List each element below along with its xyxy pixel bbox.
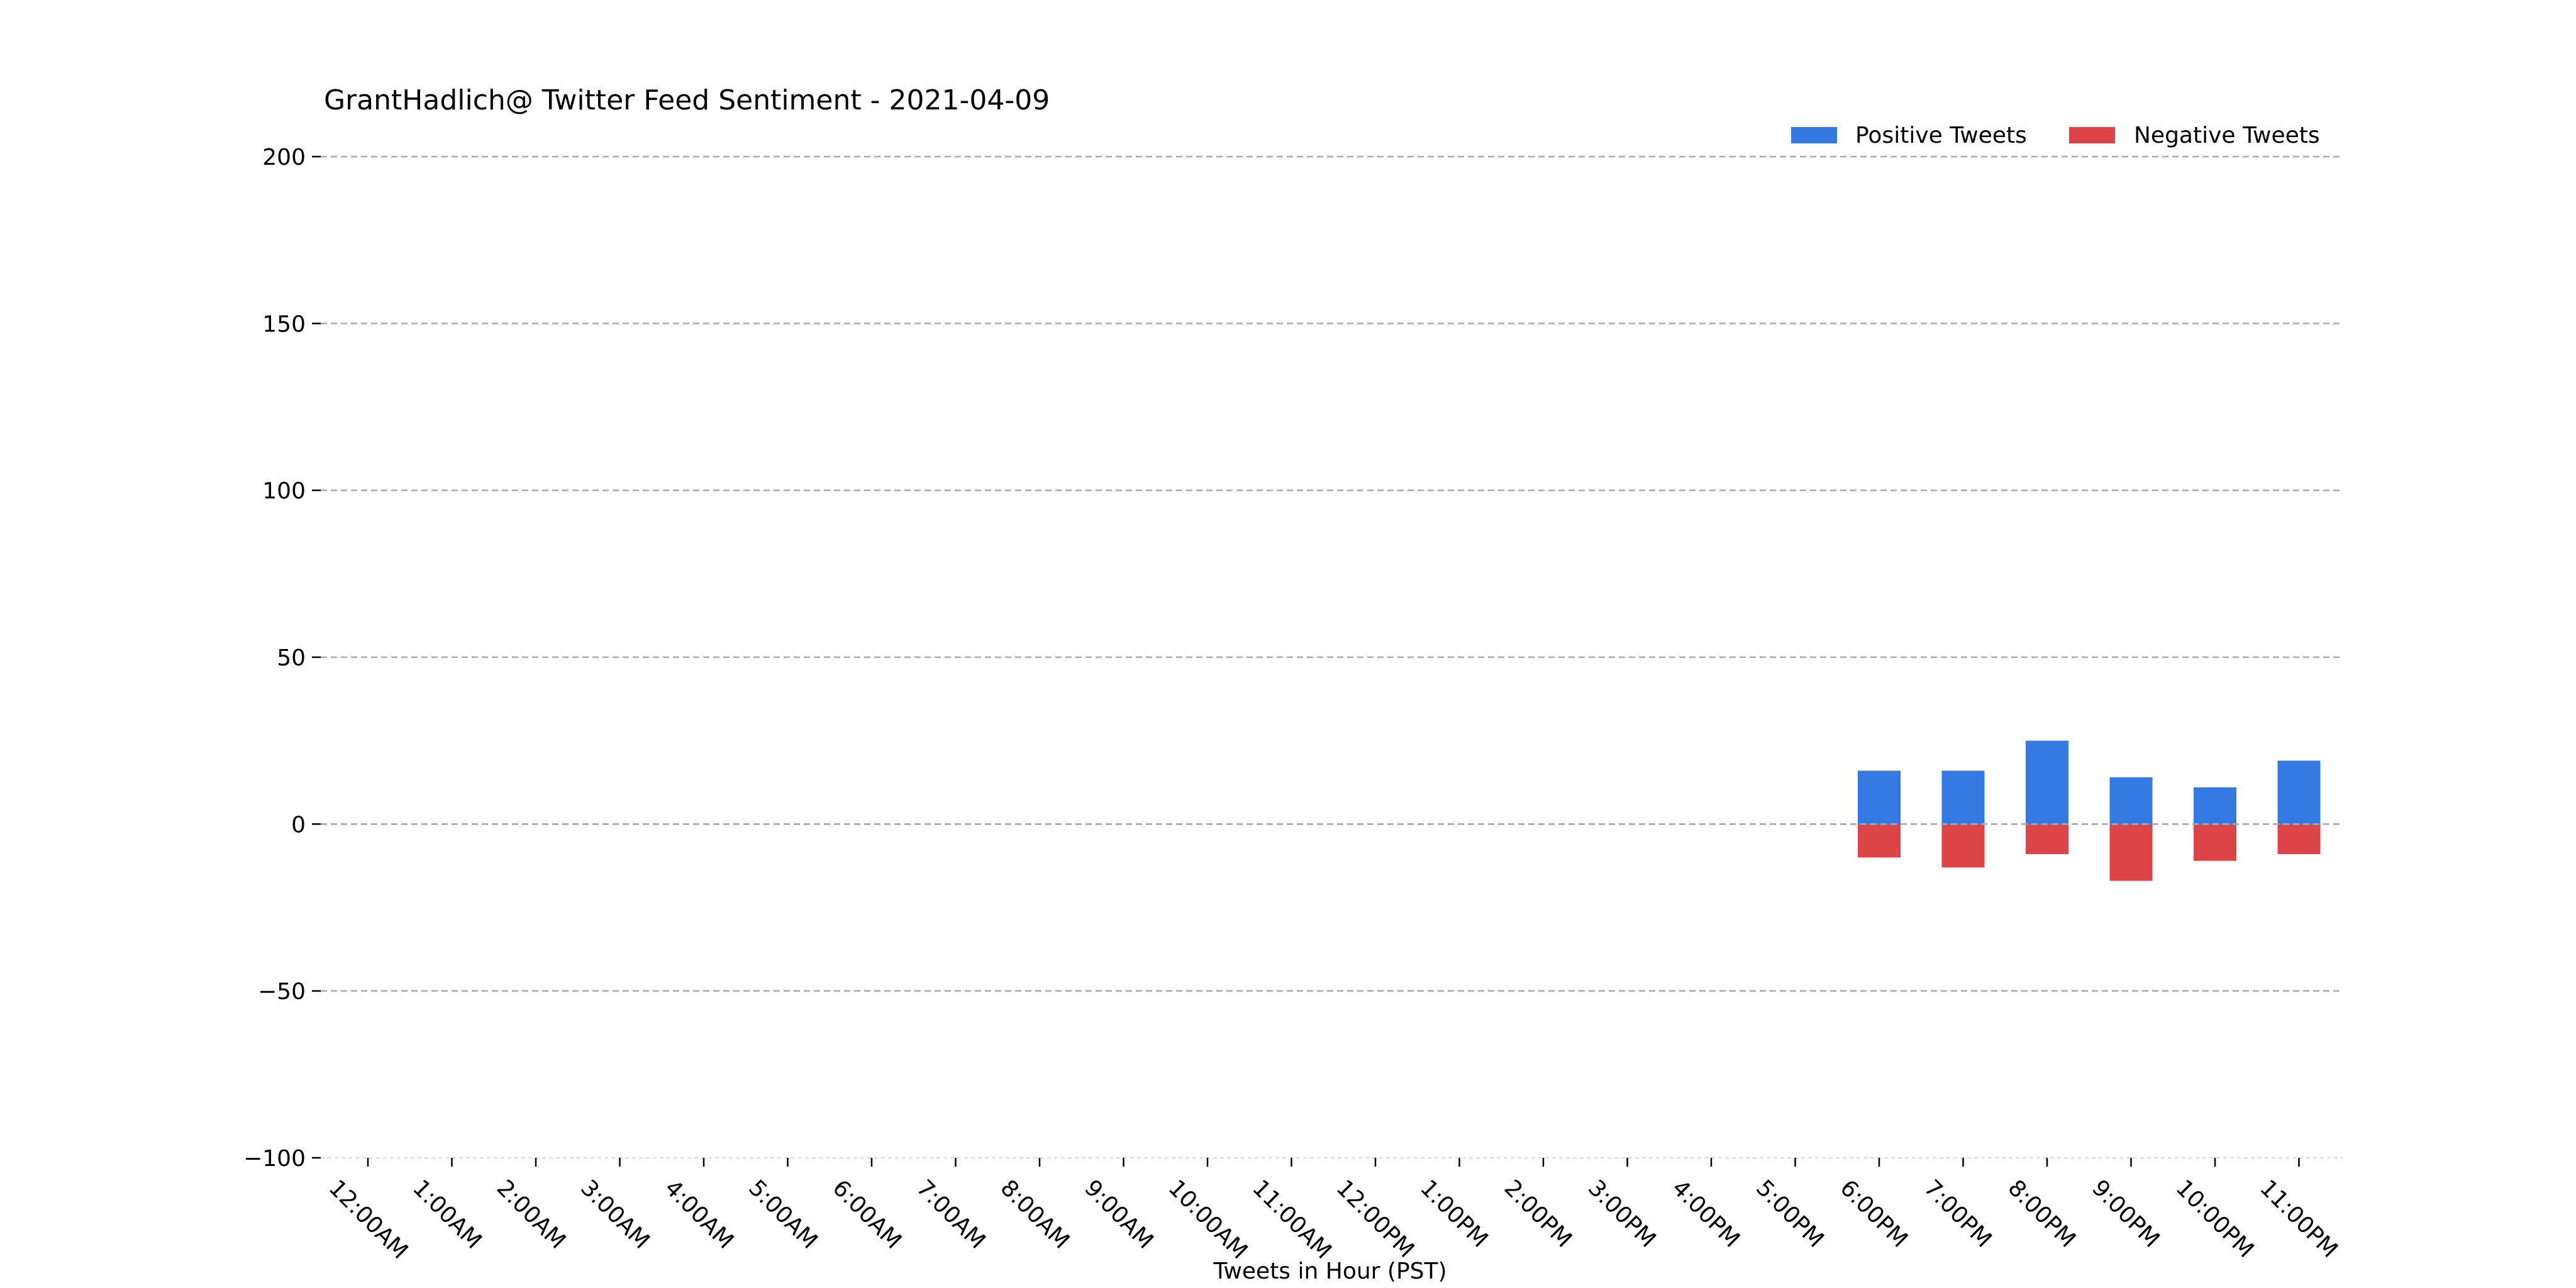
legend-label-negative: Negative Tweets — [2134, 123, 2320, 148]
y-axis: 200 150 100 50 0 −50 −100 — [243, 145, 321, 1172]
x-tick-label: 3:00PM — [1583, 1175, 1660, 1252]
bar-negative — [2194, 824, 2236, 861]
bar-negative — [2277, 824, 2321, 855]
x-tick-label: 11:00PM — [2255, 1175, 2343, 1263]
bar-negative — [2026, 824, 2068, 855]
y-tick-label: 150 — [262, 311, 306, 337]
x-tick-label: 7:00AM — [911, 1175, 991, 1254]
bar-negative — [1941, 824, 1985, 868]
x-tick-label: 1:00AM — [408, 1175, 487, 1254]
y-tick-label: 200 — [262, 145, 306, 170]
chart-title: GrantHadlich@ Twitter Feed Sentiment - 2… — [324, 84, 1050, 116]
y-tick-label: −100 — [243, 1146, 306, 1172]
x-tick-label: 12:00PM — [1331, 1175, 1419, 1263]
bar-positive — [2277, 760, 2321, 824]
legend-swatch-positive — [1791, 127, 1837, 143]
y-tick-label: 0 — [291, 812, 306, 838]
x-tick-label: 9:00AM — [1079, 1175, 1158, 1254]
x-tick-label: 6:00AM — [828, 1175, 907, 1254]
bar-positive — [1858, 770, 1901, 824]
x-tick-label: 2:00PM — [1499, 1175, 1577, 1252]
y-tick-label: −50 — [258, 979, 306, 1005]
x-tick-label: 10:00PM — [2171, 1175, 2259, 1263]
legend-label-positive: Positive Tweets — [1855, 123, 2027, 148]
bar-negative — [2109, 824, 2153, 881]
y-tick-label: 50 — [277, 645, 306, 671]
x-tick-label: 8:00AM — [996, 1175, 1075, 1254]
x-tick-label: 2:00AM — [492, 1175, 571, 1254]
x-tick-label: 4:00AM — [660, 1175, 739, 1254]
x-tick-label: 4:00PM — [1667, 1175, 1745, 1252]
y-tick-label: 100 — [262, 479, 306, 504]
x-tick-label: 12:00AM — [324, 1175, 413, 1264]
bar-positive — [2109, 777, 2153, 824]
grid-lines — [321, 155, 2343, 1159]
x-tick-label: 3:00AM — [575, 1175, 655, 1254]
bar-positive — [2194, 787, 2236, 824]
x-tick-label: 9:00PM — [2087, 1175, 2164, 1252]
bar-positive — [1941, 770, 1985, 824]
legend-swatch-negative — [2069, 127, 2115, 143]
x-tick-label: 1:00PM — [1415, 1175, 1492, 1252]
x-tick-label: 10:00AM — [1163, 1175, 1253, 1264]
x-tick-label: 5:00AM — [743, 1175, 823, 1254]
x-axis-title: Tweets in Hour (PST) — [1213, 1258, 1446, 1284]
x-tick-label: 8:00PM — [2003, 1175, 2080, 1252]
bar-negative — [1858, 824, 1901, 858]
bars — [321, 740, 2343, 881]
bar-positive — [2026, 740, 2068, 824]
x-tick-label: 7:00PM — [1919, 1175, 1996, 1252]
x-tick-label: 5:00PM — [1751, 1175, 1828, 1252]
x-tick-label: 11:00AM — [1247, 1175, 1336, 1264]
legend: Positive Tweets Negative Tweets — [1791, 123, 2320, 148]
x-tick-label: 6:00PM — [1835, 1175, 1913, 1252]
